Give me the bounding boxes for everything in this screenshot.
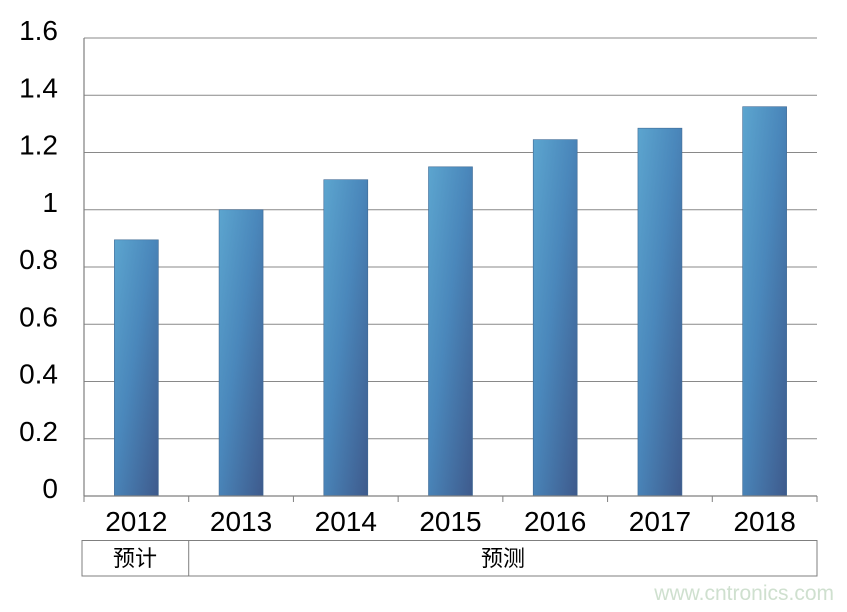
svg-text:1: 1: [42, 187, 58, 218]
svg-text:2012: 2012: [105, 506, 167, 537]
svg-text:2016: 2016: [524, 506, 586, 537]
svg-text:0.4: 0.4: [19, 359, 58, 390]
svg-text:0.6: 0.6: [19, 301, 58, 332]
svg-text:2018: 2018: [733, 506, 795, 537]
svg-text:1.6: 1.6: [19, 15, 58, 46]
svg-text:2017: 2017: [629, 506, 691, 537]
svg-text:2013: 2013: [210, 506, 272, 537]
svg-text:2015: 2015: [419, 506, 481, 537]
svg-text:0.8: 0.8: [19, 244, 58, 275]
svg-text:1.4: 1.4: [19, 72, 58, 103]
svg-text:0.2: 0.2: [19, 416, 58, 447]
svg-text:预计: 预计: [113, 546, 157, 571]
svg-text:2014: 2014: [315, 506, 377, 537]
svg-text:www.cntronics.com: www.cntronics.com: [653, 582, 834, 605]
svg-text:1.2: 1.2: [19, 130, 58, 161]
svg-text:预测: 预测: [481, 546, 525, 571]
svg-text:0: 0: [42, 473, 58, 504]
